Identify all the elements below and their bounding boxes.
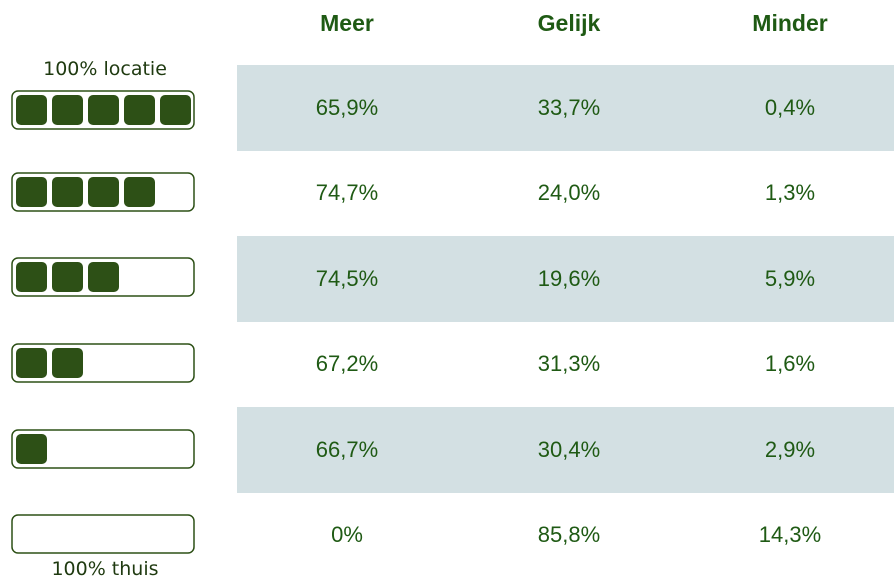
cell: 85,8% (537, 522, 601, 548)
cell: 67,2% (315, 351, 379, 377)
row-band (237, 407, 894, 493)
cell: 74,7% (315, 180, 379, 206)
icon-5 (11, 90, 195, 130)
cell: 31,3% (537, 351, 601, 377)
cell: 0,4% (764, 94, 816, 120)
cell: 30,4% (537, 436, 601, 462)
cell: 14,3% (758, 522, 822, 548)
cell: 65,9% (315, 94, 379, 120)
column-header: Meer (320, 10, 374, 36)
cell: 1,3% (764, 180, 816, 206)
bottom-label: 100% thuis (51, 558, 159, 580)
cell: 66,7% (315, 436, 379, 462)
column-header: Minder (752, 10, 828, 36)
row-band (237, 65, 894, 151)
row-band (237, 236, 894, 322)
top-label: 100% locatie (43, 58, 167, 80)
cell: 5,9% (764, 265, 816, 291)
cell: 24,0% (537, 180, 601, 206)
icon-0 (11, 514, 195, 554)
cell: 0% (331, 522, 363, 548)
cell: 74,5% (315, 265, 379, 291)
level-icons (11, 90, 195, 554)
icon-4 (11, 172, 195, 212)
icon-1 (11, 429, 195, 469)
column-header: Gelijk (537, 10, 601, 36)
cell: 2,9% (764, 436, 816, 462)
icon-2 (11, 343, 195, 383)
cell: 1,6% (764, 351, 816, 377)
cell: 19,6% (537, 265, 601, 291)
icon-3 (11, 257, 195, 297)
cell: 33,7% (537, 94, 601, 120)
